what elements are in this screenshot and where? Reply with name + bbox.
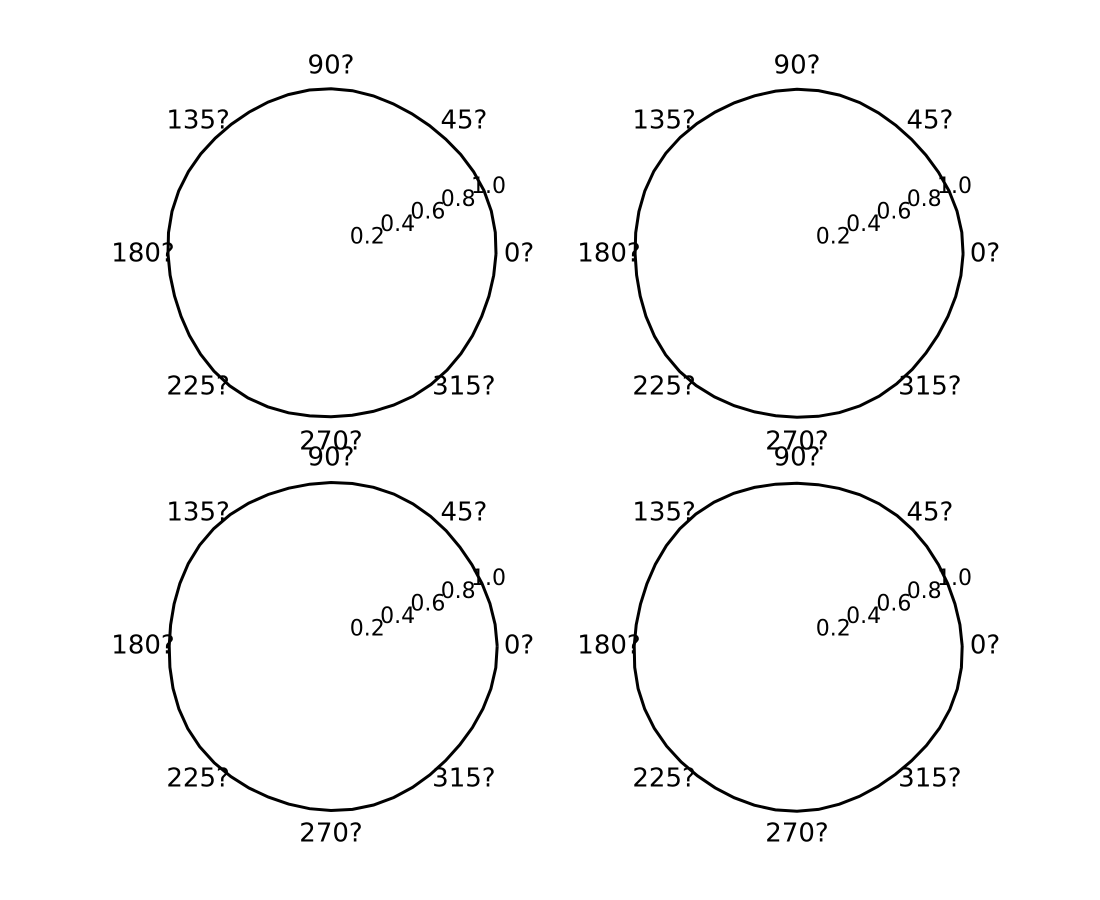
angle-tick-label: 315? [898,371,961,401]
angle-tick-label: 0? [970,239,1000,269]
radial-tick-label: 0.2 [816,616,851,641]
polar-subplot-bottom-right: 0? 45? 90? 135? 180? 225? 270? 315? 0.20.40.60.8… [577,443,1000,849]
angle-tick-label: 90? [774,51,821,81]
radial-tick-label: 0.8 [907,187,942,212]
angle-tick-label: 0? [504,239,534,269]
angle-tick-label: 270? [765,819,828,849]
angle-tick-label: 180? [577,631,640,661]
radial-tick-label: 0.8 [441,187,476,212]
angle-tick-label: 225? [166,371,229,401]
angle-tick-label: 315? [432,371,495,401]
radial-tick-label: 0.2 [816,224,851,249]
radial-tick-label: 1.0 [937,566,972,591]
polar-frame [167,480,499,813]
radial-tick-label: 1.0 [471,566,506,591]
radial-tick-label: 0.4 [846,604,881,629]
angle-tick-label: 225? [166,763,229,793]
polar-subplot-top-right: 0? 45? 90? 135? 180? 225? 270? 315? 0.20.40.60.8… [577,51,1000,457]
radial-tick-label: 0.2 [350,224,385,249]
angle-tick-label: 315? [432,763,495,793]
angle-tick-label: 270? [299,819,362,849]
polar-subplot-top-left: 0? 45? 90? 135? 180? 225? 270? 315? 0.20.40.60.8… [111,51,534,457]
radial-tick-label: 0.8 [441,579,476,604]
angle-tick-label: 135? [632,498,695,528]
angle-tick-label: 0? [504,631,534,661]
angle-tick-label: 315? [898,763,961,793]
angle-tick-label: 225? [632,763,695,793]
polar-frame [632,481,964,813]
polar-frame [633,87,965,419]
angle-tick-label: 180? [111,631,174,661]
angle-tick-label: 90? [308,51,355,81]
subplot-grid: 0?45?90?135?180?225?270?315?0.20.40.60.8… [111,51,1000,849]
radial-tick-label: 0.6 [876,591,911,616]
radial-tick-label: 0.6 [410,591,445,616]
angle-tick-label: 45? [440,106,487,136]
radial-tick-label: 0.6 [410,199,445,224]
radial-tick-label: 0.4 [846,212,881,237]
polar-frame [166,87,498,419]
angle-tick-label: 180? [577,239,640,269]
angle-tick-label: 90? [308,443,355,473]
radial-tick-label: 1.0 [471,174,506,199]
radial-tick-label: 0.6 [876,199,911,224]
radial-tick-label: 1.0 [937,174,972,199]
angle-tick-label: 45? [440,498,487,528]
angle-tick-label: 0? [970,631,1000,661]
angle-tick-label: 135? [166,498,229,528]
angle-tick-label: 180? [111,239,174,269]
angle-tick-label: 45? [906,498,953,528]
radial-tick-label: 0.2 [350,616,385,641]
angle-tick-label: 135? [166,106,229,136]
angle-tick-label: 270? [765,427,828,457]
radial-tick-label: 0.8 [907,579,942,604]
angle-tick-label: 270? [299,427,362,457]
angle-tick-label: 45? [906,106,953,136]
polar-subplot-bottom-left: 0? 45? 90? 135? 180? 225? 270? 315? 0.20.40.60.8… [111,443,534,849]
radial-tick-label: 0.4 [380,212,415,237]
angle-tick-label: 225? [632,371,695,401]
radial-tick-label: 0.4 [380,604,415,629]
angle-tick-label: 135? [632,106,695,136]
angle-tick-label: 90? [774,443,821,473]
